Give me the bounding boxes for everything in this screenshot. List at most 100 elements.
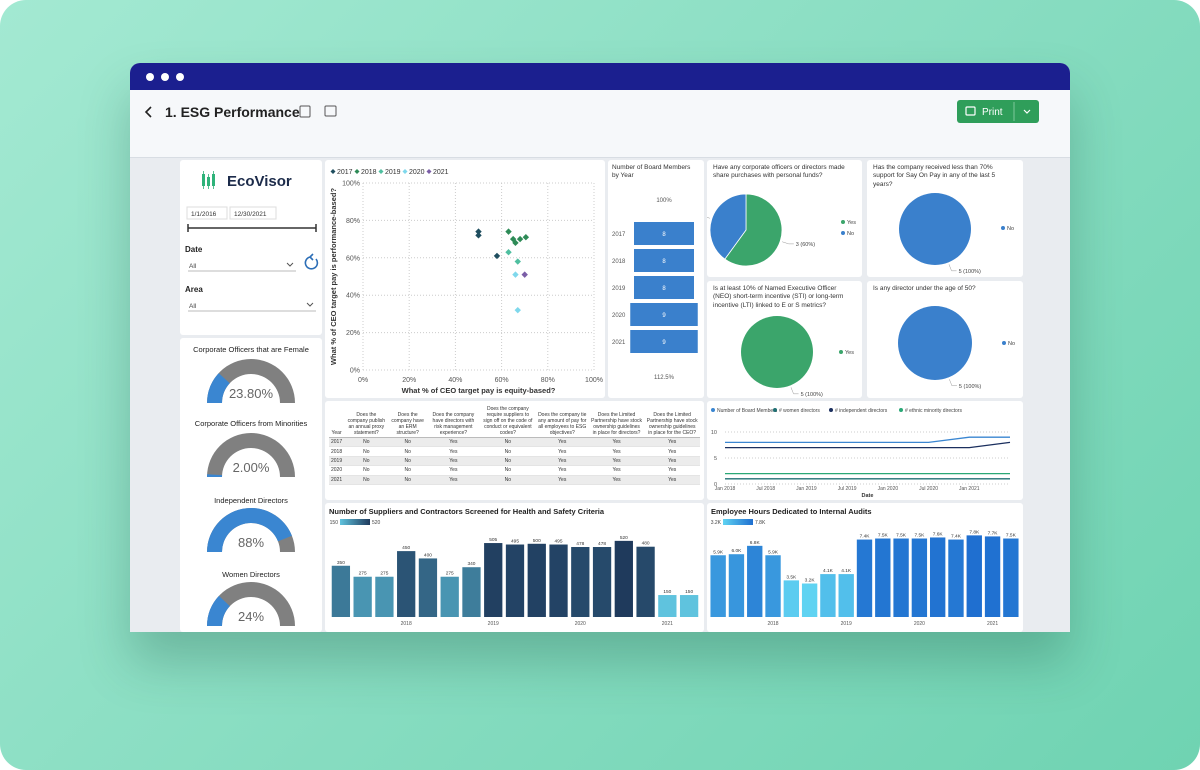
bar (634, 222, 694, 245)
table-cell: No (479, 475, 536, 485)
scatter-panel: 0% 20% 40% 60% 80% 100% 0% 20% 40% 60% 80% 100% What… (325, 160, 605, 398)
pie-question: Have any corporate officers or directors… (713, 164, 845, 180)
pie-label: 5 (100%) (959, 384, 981, 390)
y-tick-label: 0% (350, 368, 360, 375)
table-row: 2017 No No Yes No Yes Yes Yes (329, 437, 700, 448)
bar (571, 547, 590, 617)
board-panel: 100% 112.5% 2017 8 2018 8 2019 8 2020 9 2021 9 Numbe… (608, 160, 704, 398)
bar-value: 4.1K (823, 568, 834, 574)
table-row: 2018 No No Yes No Yes Yes Yes (329, 446, 700, 457)
filter-value[interactable]: All (189, 303, 197, 310)
table-cell: Yes (644, 465, 700, 476)
table-cell: No (388, 465, 427, 476)
bar-value: 3.5K (786, 574, 797, 580)
scatter-point (521, 271, 528, 278)
pie-slice (899, 193, 971, 265)
pie-slice (709, 193, 747, 260)
pie-slice (724, 193, 783, 267)
filter-value[interactable]: All (189, 263, 197, 270)
table-cell: Yes (426, 446, 480, 457)
scatter-point (514, 306, 521, 314)
bar-value: 478 (576, 541, 584, 547)
leader-line (948, 264, 957, 272)
bar-value: 7.5K (1006, 533, 1017, 539)
annotation: 100% (656, 198, 672, 204)
table-cell: 2019 (329, 456, 345, 467)
bar (1003, 538, 1019, 617)
bar-value: 480 (642, 541, 650, 547)
report-header: 1. ESG Performance Print ESG Performance… (130, 90, 1070, 183)
pie-slice (741, 316, 813, 388)
table-cell: No (479, 437, 536, 448)
legend-dot (711, 408, 715, 412)
table-cell: No (388, 437, 427, 448)
table-cell: Yes (588, 475, 645, 485)
bar (820, 574, 836, 617)
date-box[interactable] (229, 206, 277, 220)
note-icon[interactable] (299, 105, 311, 118)
dropdown-chevron[interactable] (286, 262, 294, 267)
gauge-title: Women Directors (222, 570, 280, 579)
gauge-title: Independent Directors (214, 496, 288, 505)
column-header: Does the company require suppliers to si… (479, 405, 536, 438)
bar (710, 555, 726, 617)
x-tick-label: Jan 2021 (959, 486, 980, 492)
bar (658, 595, 677, 617)
legend-marker (354, 169, 360, 174)
dropdown-chevron[interactable] (306, 302, 314, 307)
leader-line (707, 217, 710, 219)
table-cell: Yes (588, 465, 645, 476)
bar-value: 9 (662, 340, 666, 346)
category-label: 2018 (612, 259, 626, 265)
bar-value: 5.9K (768, 549, 779, 555)
bar-value: 6.0K (732, 548, 743, 554)
bar (984, 536, 1001, 617)
y-tick-label: 20% (346, 330, 360, 337)
table-cell: No (479, 456, 536, 467)
legend-dot (899, 408, 903, 412)
logo: EcoVisor (227, 173, 292, 190)
bar (397, 551, 416, 617)
legend-dot (1002, 341, 1006, 345)
print-button[interactable]: Print (957, 100, 1039, 123)
table-cell: No (388, 475, 427, 485)
column-header: Does the Limited Partnership have stock … (644, 405, 700, 438)
table-cell: No (344, 437, 389, 448)
leader-line (949, 379, 957, 387)
table-cell: Yes (644, 437, 700, 448)
gauge-value (207, 474, 223, 477)
table-cell: No (388, 446, 427, 457)
legend-dot (841, 220, 845, 224)
bar-value: 275 (359, 571, 367, 577)
bar (636, 546, 655, 617)
y-tick-label: 5 (714, 456, 717, 462)
refresh-icon[interactable] (304, 253, 319, 270)
bar-value: 495 (511, 539, 519, 545)
board-panel-canvas: 100% 112.5% 2017 8 2018 8 2019 8 2020 9 2021 9 (612, 198, 698, 381)
annotation: 112.5% (654, 375, 675, 381)
column-header: Does the company tie any amount of pay f… (535, 405, 589, 438)
gauge-track (207, 582, 295, 626)
scatter-point (493, 252, 501, 260)
column-header: Does the company have directors with ris… (426, 405, 480, 438)
scale-max: 7.8K (755, 520, 766, 526)
bar (728, 554, 745, 617)
bar-value: 7.7K (988, 530, 999, 536)
legend-label: 2021 (433, 169, 449, 176)
bookmark-icon[interactable] (324, 105, 337, 117)
back-button[interactable] (144, 106, 152, 118)
filter-label: Date (185, 245, 203, 254)
date-box[interactable] (186, 206, 228, 220)
suppliers-panel-canvas: Number of Suppliers and Contractors Scre… (329, 507, 699, 627)
legend-label: 2018 (361, 169, 377, 176)
bar (783, 580, 800, 617)
x-tick-label: 2021 (662, 621, 673, 627)
bar (966, 535, 982, 617)
scatter-panel-canvas: 0% 20% 40% 60% 80% 100% 0% 20% 40% 60% 80% 100% What… (329, 169, 603, 395)
legend-label: # women directors (779, 408, 820, 414)
table-cell: 2017 (329, 437, 345, 448)
bar (592, 547, 612, 617)
bar (527, 543, 546, 617)
print-label: Print (982, 107, 1003, 118)
app-window: 1. ESG Performance Print ESG Performance… (130, 63, 1070, 632)
